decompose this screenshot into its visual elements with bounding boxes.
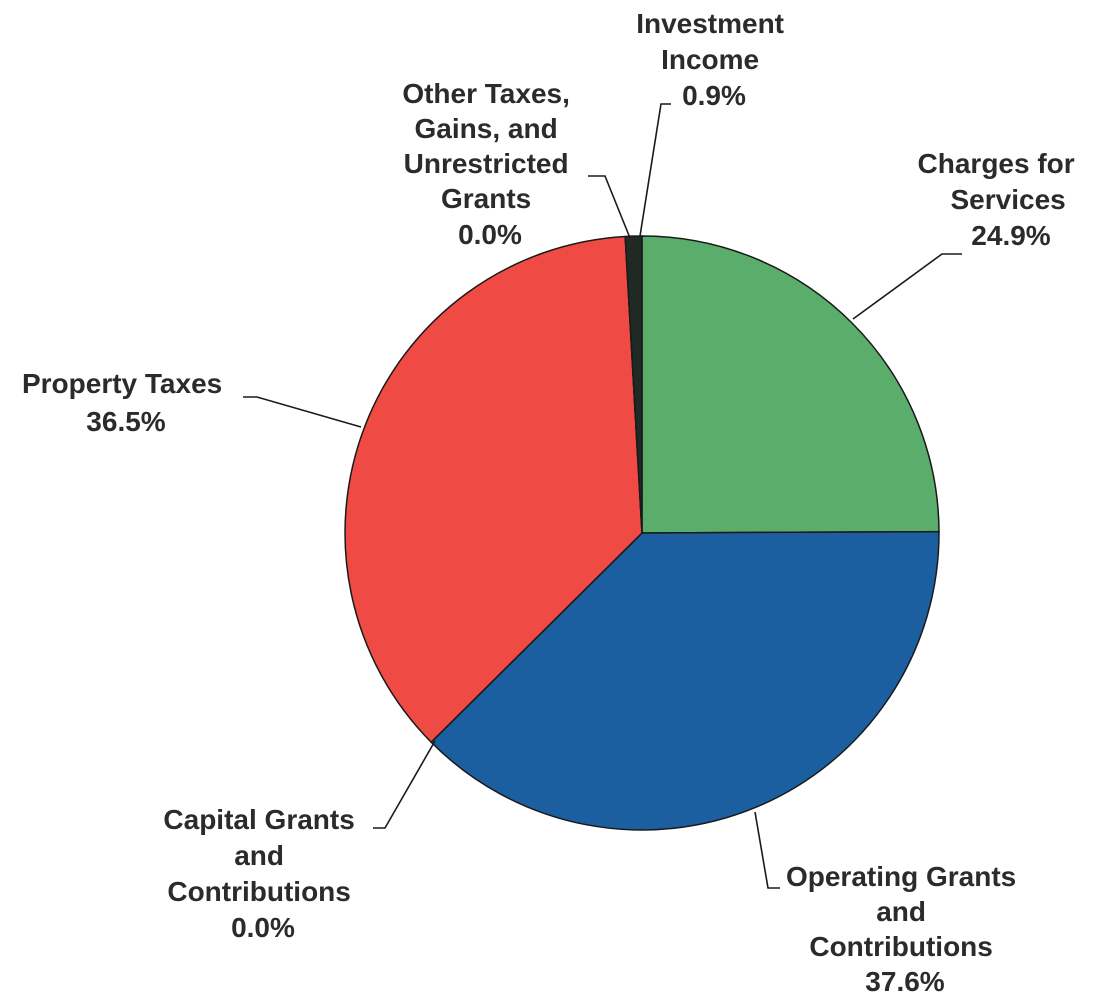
leader-line-charges-for-services <box>852 253 962 320</box>
pie-slice-operating-grants <box>430 530 940 831</box>
label-value: 0.0% <box>458 219 522 250</box>
label-line: Contributions <box>167 876 351 907</box>
label-capital-grants: Capital Grants and Contributions 0.0% <box>163 804 362 943</box>
label-line: Investment <box>636 8 784 39</box>
label-charges-for-services: Charges for Services 24.9% <box>918 148 1083 251</box>
pie-slice-property-taxes <box>344 235 643 744</box>
label-line: and <box>876 896 926 927</box>
label-value: 36.5% <box>86 406 165 437</box>
pie-slice-investment-income <box>624 235 643 534</box>
label-other-taxes: Other Taxes, Gains, and Unrestricted Gra… <box>402 78 577 250</box>
label-operating-grants: Operating Grants and Contributions 37.6% <box>786 861 1024 997</box>
leader-line-investment-income <box>639 103 671 237</box>
label-value: 0.0% <box>231 912 295 943</box>
label-line: Services <box>951 184 1066 215</box>
label-property-taxes: Property Taxes 36.5% <box>22 368 230 437</box>
pie-slice-charges-for-services <box>641 235 940 534</box>
label-line: Operating Grants <box>786 861 1016 892</box>
label-line: Charges for <box>918 148 1075 179</box>
label-value: 0.9% <box>682 80 746 111</box>
label-line: Income <box>661 44 759 75</box>
leader-lines <box>243 103 962 889</box>
label-line: Capital Grants <box>163 804 354 835</box>
label-line: Unrestricted <box>404 148 569 179</box>
label-line: Gains, and <box>415 113 558 144</box>
label-line: Property Taxes <box>22 368 222 399</box>
label-line: Other Taxes, <box>402 78 570 109</box>
leader-line-other-taxes <box>588 175 631 239</box>
label-investment-income: Investment Income 0.9% <box>636 8 792 111</box>
label-line: Contributions <box>809 931 993 962</box>
leader-line-capital-grants <box>373 740 436 829</box>
pie-slices <box>344 235 940 831</box>
label-line: Grants <box>441 183 531 214</box>
label-value: 24.9% <box>971 220 1050 251</box>
label-line: and <box>234 840 284 871</box>
label-value: 37.6% <box>865 966 944 997</box>
leader-line-operating-grants <box>754 811 780 889</box>
leader-line-property-taxes <box>243 396 362 428</box>
